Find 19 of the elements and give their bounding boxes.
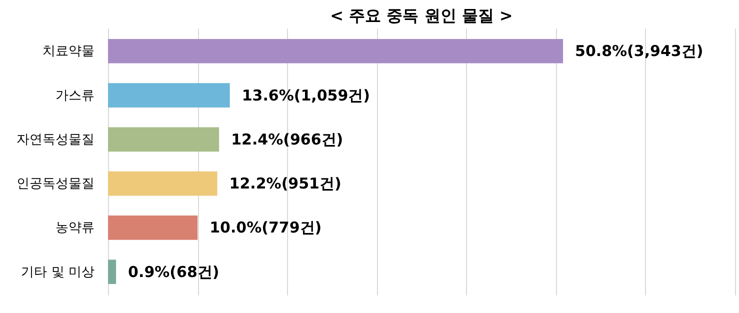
bar [108,39,564,64]
data-label: 10.0%(779건) [210,218,322,237]
chart-title: < 주요 중독 원인 물질 > [330,6,513,25]
bar [108,83,230,108]
y-tick-label: 가스류 [56,88,94,104]
bar [108,216,198,240]
data-label: 0.9%(68건) [128,262,220,281]
data-label: 12.4%(966건) [231,130,344,148]
y-tick-label: 치료약물 [42,44,94,60]
y-tick-label: 인공독성물질 [16,176,94,192]
data-label: 12.2%(951건) [229,174,342,193]
bar [108,171,218,196]
data-label: 50.8%(3,943건) [575,42,704,60]
data-label: 13.6%(1,059건) [242,86,370,104]
y-tick-label: 기타 및 미상 [21,264,94,280]
y-tick-label: 농약류 [56,220,94,236]
y-tick-label: 자연독성물질 [16,132,94,148]
bar [108,260,116,284]
bar [108,127,220,152]
